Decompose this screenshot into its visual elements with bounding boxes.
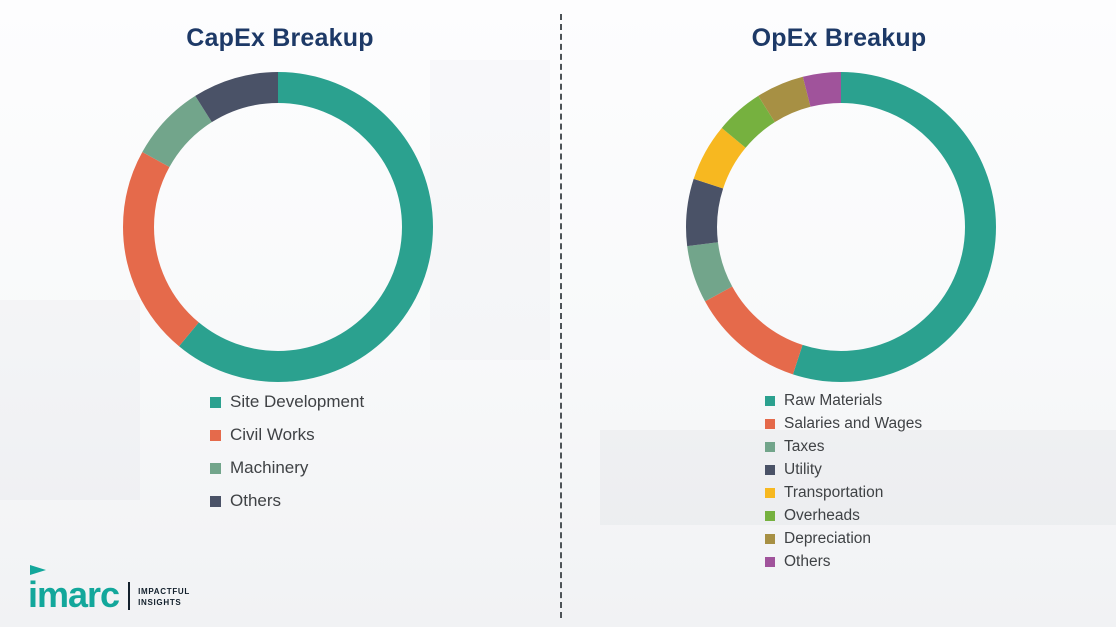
- flag-icon: [30, 565, 46, 575]
- legend-item-machinery: Machinery: [210, 458, 364, 478]
- legend-label: Utility: [784, 461, 822, 478]
- legend-label: Civil Works: [230, 425, 315, 444]
- opex-legend: Raw Materials Salaries and Wages Taxes Util…: [765, 392, 922, 576]
- donut-segment-civil-works: [123, 72, 433, 382]
- legend-swatch: [210, 429, 221, 441]
- logo-tagline: IMPACTFUL INSIGHTS: [138, 586, 190, 612]
- legend-swatch: [210, 495, 221, 507]
- legend-item-site-development: Site Development: [210, 392, 364, 412]
- legend-item-others: Others: [210, 491, 364, 511]
- legend-label: Salaries and Wages: [784, 415, 923, 432]
- legend-swatch: [765, 511, 775, 521]
- donut-segment-others: [686, 72, 996, 382]
- legend-label: Machinery: [230, 458, 309, 477]
- opex-title: OpEx Breakup: [751, 24, 927, 52]
- donut-segment-utility: [686, 72, 996, 382]
- legend-item-raw-materials: Raw Materials: [765, 392, 922, 410]
- legend-swatch: [210, 462, 221, 474]
- legend-item-transportation: Transportation: [765, 484, 922, 502]
- legend-label: Site Development: [230, 392, 365, 411]
- legend-label: Overheads: [784, 507, 860, 524]
- vertical-dashed-divider: [560, 14, 562, 618]
- legend-item-others: Others: [765, 553, 922, 571]
- opex-donut-chart: [686, 72, 996, 382]
- logo-divider-bar: [128, 582, 131, 610]
- legend-label: Others: [230, 491, 282, 510]
- opex-panel: OpEx Breakup Raw Materials Salaries and W…: [562, 0, 1116, 627]
- legend-swatch: [765, 465, 775, 475]
- legend-label: Taxes: [784, 438, 825, 455]
- legend-label: Raw Materials: [784, 392, 883, 409]
- legend-label: Others: [784, 553, 831, 570]
- legend-swatch: [765, 488, 775, 498]
- legend-label: Transportation: [784, 484, 884, 501]
- capex-panel: CapEx Breakup Site Development Civil Work…: [123, 24, 433, 524]
- legend-item-overheads: Overheads: [765, 507, 922, 525]
- legend-item-salaries-and-wages: Salaries and Wages: [765, 415, 922, 433]
- legend-swatch: [765, 396, 775, 406]
- imarc-wordmark: imarc: [28, 574, 120, 615]
- logo-tagline-line2: INSIGHTS: [138, 598, 182, 608]
- legend-label: Depreciation: [784, 530, 872, 547]
- capex-title: CapEx Breakup: [186, 24, 374, 52]
- legend-swatch: [765, 419, 775, 429]
- legend-item-depreciation: Depreciation: [765, 530, 922, 548]
- legend-swatch: [765, 442, 775, 452]
- logo-tagline-line1: IMPACTFUL: [138, 586, 190, 596]
- capex-legend: Site Development Civil Works Machinery Othe…: [210, 392, 364, 524]
- legend-item-utility: Utility: [765, 461, 922, 479]
- legend-swatch: [210, 396, 221, 408]
- donut-segment-others: [123, 72, 433, 382]
- capex-donut-chart: [123, 72, 433, 382]
- legend-swatch: [765, 534, 775, 544]
- legend-swatch: [765, 557, 775, 567]
- legend-item-civil-works: Civil Works: [210, 425, 364, 445]
- imarc-wordmark-block: imarc: [28, 565, 120, 615]
- legend-item-taxes: Taxes: [765, 438, 922, 456]
- imarc-logo: imarc IMPACTFUL INSIGHTS: [28, 556, 190, 615]
